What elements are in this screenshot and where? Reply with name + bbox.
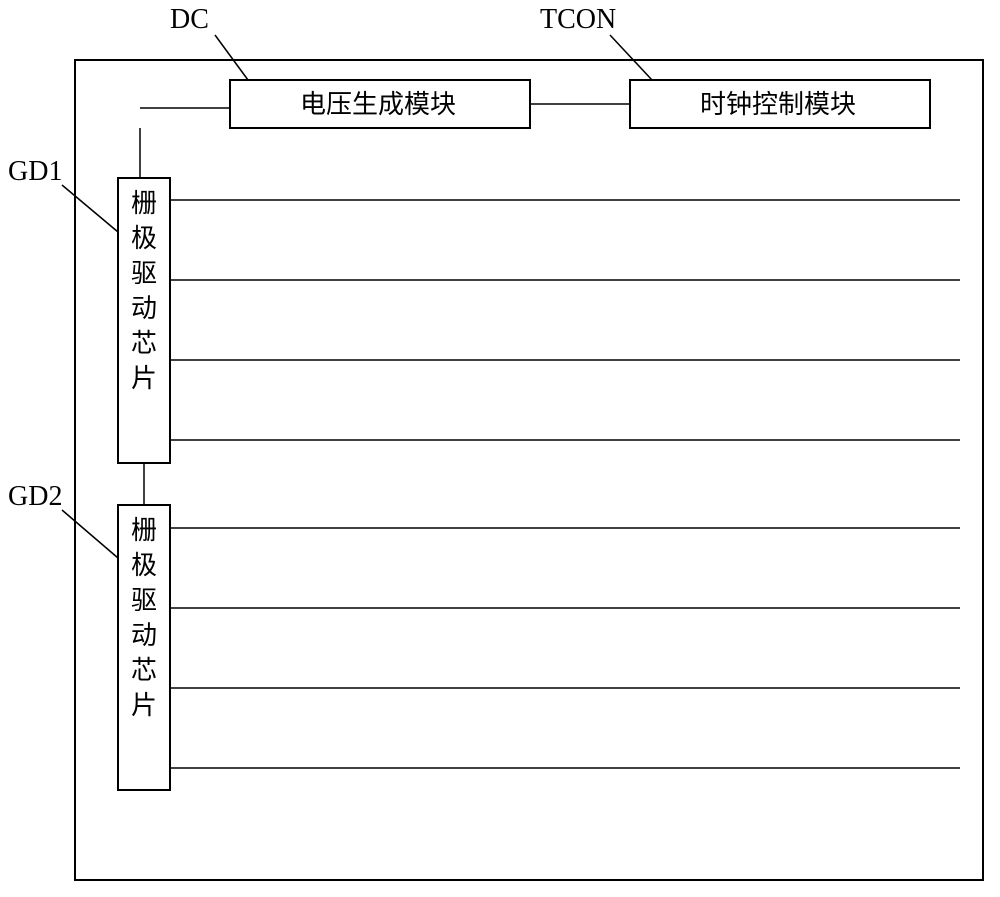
gd1-leader-line [62, 185, 118, 232]
gd1-chip-label-char: 动 [131, 294, 157, 323]
dc-leader-line [215, 35, 248, 80]
gd2-chip-label-char: 片 [131, 691, 157, 720]
voltage-module-label: 电压生成模块 [300, 90, 456, 119]
gd1-label: GD1 [8, 156, 62, 187]
gd1-chip-label-char: 极 [131, 224, 157, 253]
tcon-label: TCON [540, 4, 616, 35]
clock-module-label: 时钟控制模块 [700, 90, 856, 119]
gd2-chip-label-char: 驱 [131, 586, 157, 615]
outer-frame [75, 60, 983, 880]
gd2-chip-label-char: 栅 [131, 516, 157, 545]
gd2-chip-label-char: 芯 [131, 656, 157, 685]
gd1-chip-label-char: 片 [131, 364, 157, 393]
gd2-chip-label-char: 动 [131, 621, 157, 650]
gd2-leader-line [62, 510, 118, 558]
gd2-chip-label-char: 极 [131, 551, 157, 580]
gd1-chip-label-char: 驱 [131, 259, 157, 288]
gd2-label: GD2 [8, 481, 62, 512]
gd1-chip-label-char: 栅 [131, 189, 157, 218]
dc-label: DC [170, 4, 209, 35]
tcon-leader-line [610, 35, 652, 80]
gd1-chip-label-char: 芯 [131, 329, 157, 358]
